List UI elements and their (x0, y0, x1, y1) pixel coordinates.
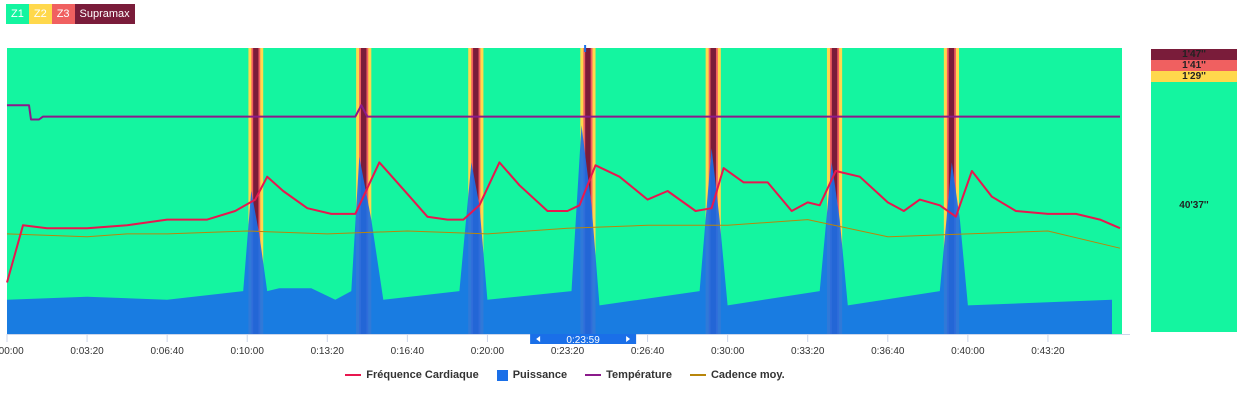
zone-time-bar: 1'29'' (1151, 71, 1237, 82)
zone-legend-item[interactable]: Z2 (28, 4, 52, 24)
legend-symbol (689, 374, 706, 376)
legend-label: Cadence moy. (710, 369, 785, 381)
legend-item[interactable]: Puissance (496, 369, 568, 381)
legend-item[interactable]: Fréquence Cardiaque (345, 369, 479, 381)
zone-legend-item[interactable]: Z3 (51, 4, 75, 24)
x-tick-label: 0:36:40 (871, 346, 905, 357)
x-tick-label: 0:23:20 (551, 346, 585, 357)
series-line-frequence-cardiaque (6, 161, 1121, 283)
zone-time-label: 1'47'' (1182, 49, 1206, 60)
zone-legend-item[interactable]: Supramax (74, 4, 135, 24)
series-area-puissance (7, 125, 1112, 334)
legend-label: Puissance (512, 369, 568, 381)
zone-band-background (7, 48, 1122, 334)
x-tick-label: 0:16:40 (391, 346, 425, 357)
zone-time-label: 1'41'' (1182, 60, 1206, 71)
x-tick-label: 0:03:20 (70, 346, 104, 357)
x-tick-label: 0:40:00 (951, 346, 985, 357)
interval-band-supramax (253, 48, 259, 334)
zone-time-sidebar: 1'47'' 1'41'' 1'29'' 40'37'' (1151, 49, 1237, 332)
x-tick-label: 0:13:20 (311, 346, 345, 357)
legend-label: Température (606, 369, 672, 381)
legend-item[interactable]: Cadence moy. (689, 369, 785, 381)
legend-symbol (585, 374, 602, 376)
x-tick-label: 0:30:00 (711, 346, 745, 357)
x-tick-label: 0:26:40 (631, 346, 665, 357)
legend-symbol (345, 374, 362, 376)
zone-legend-item[interactable]: Z1 (6, 4, 29, 24)
legend-label: Fréquence Cardiaque (366, 369, 479, 381)
zone-time-bar: 1'41'' (1151, 60, 1237, 71)
navigator-handle (530, 334, 637, 344)
zone-time-label: 1'29'' (1182, 71, 1206, 82)
series-line-cadence (6, 219, 1121, 249)
zone-legend: Z1 Z2 Z3 Supramax (6, 4, 135, 24)
zone-time-bar: 40'37'' (1151, 82, 1237, 332)
navigator-label: 0:23:59 (566, 335, 600, 346)
x-tick-label: 0:00:00 (0, 346, 24, 357)
x-tick-label: 0:43:20 (1031, 346, 1065, 357)
series-line-temperature (7, 104, 1120, 121)
x-tick-label: 0:10:00 (231, 346, 265, 357)
navigator-right-arrow-icon (626, 336, 631, 342)
x-tick-label: 0:33:20 (791, 346, 825, 357)
chart-legend: Fréquence Cardiaque Puissance Température C… (0, 369, 1130, 381)
zone-time-bar: 1'47'' (1151, 49, 1237, 60)
navigator-left-arrow-icon (536, 336, 541, 342)
x-tick-label: 0:06:40 (150, 346, 184, 357)
legend-symbol (496, 369, 508, 381)
zone-time-label: 40'37'' (1179, 199, 1209, 211)
x-tick-label: 0:20:00 (471, 346, 505, 357)
legend-item[interactable]: Température (585, 369, 672, 381)
